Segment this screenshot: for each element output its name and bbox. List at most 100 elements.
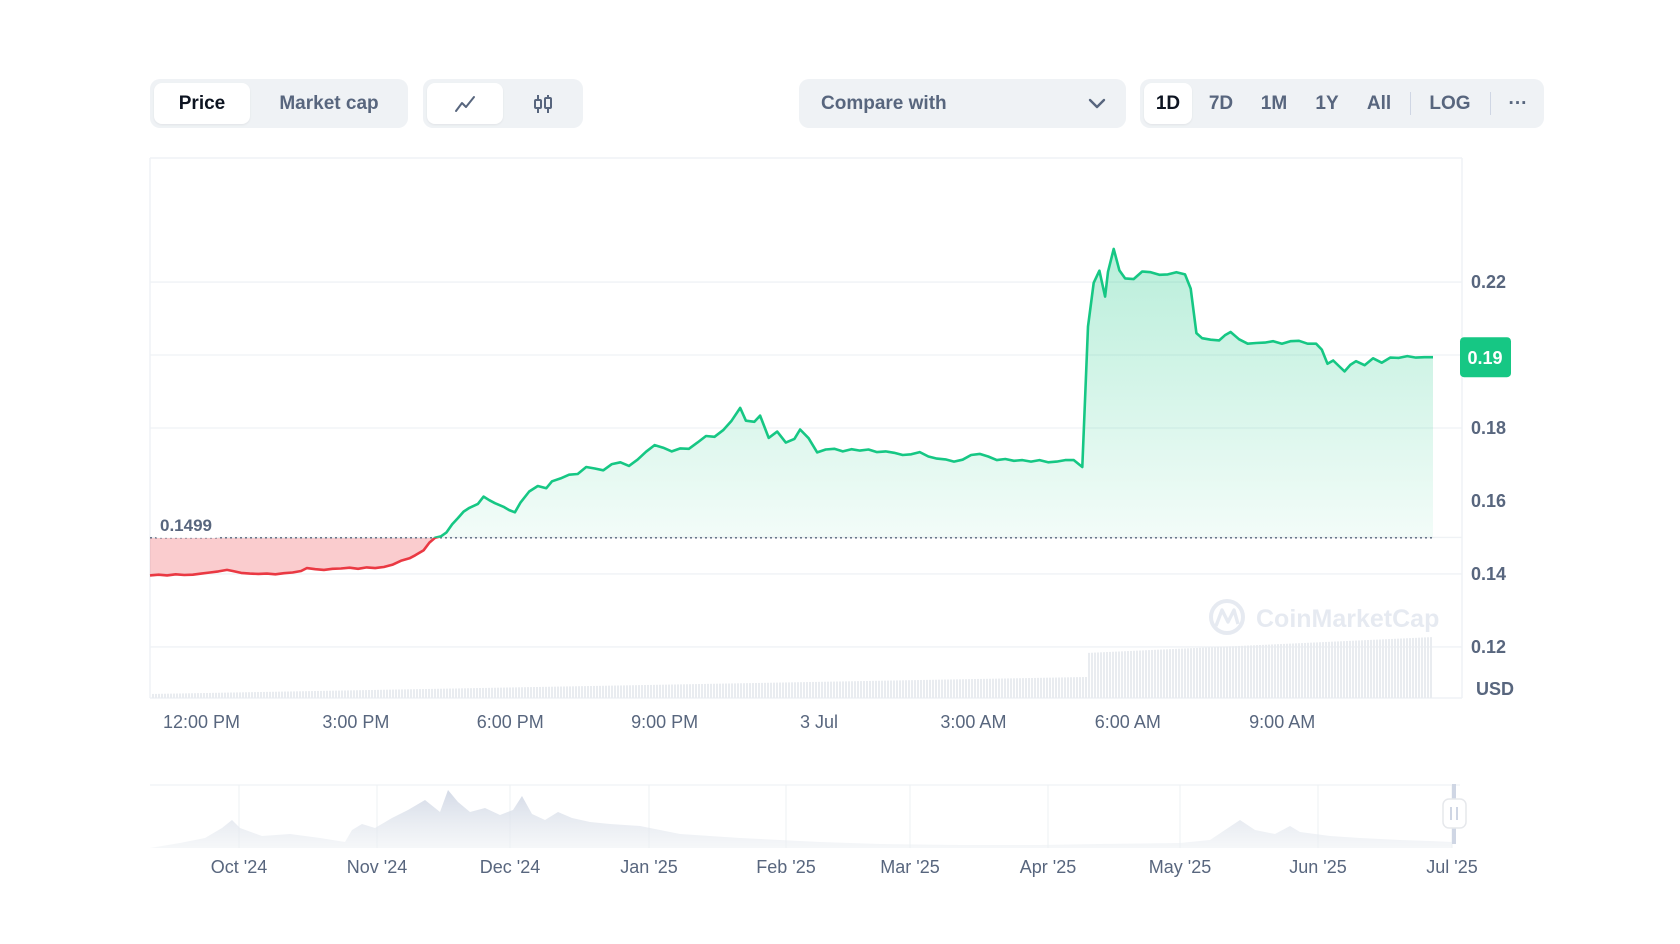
volume-bar — [959, 679, 961, 698]
volume-bar — [947, 679, 949, 698]
volume-bar — [752, 683, 754, 698]
volume-bar — [389, 689, 391, 698]
volume-bar — [1088, 652, 1090, 698]
volume-bar — [1166, 649, 1168, 698]
volume-bar — [1127, 651, 1129, 698]
volume-bar — [1238, 645, 1240, 698]
volume-bar — [431, 688, 433, 698]
coinmarketcap-watermark: CoinMarketCap — [1209, 599, 1439, 635]
volume-bar — [830, 681, 832, 698]
volume-bar — [296, 691, 298, 698]
volume-bar — [785, 682, 787, 698]
overview-x-label: Oct '24 — [211, 857, 267, 877]
volume-bar — [1376, 639, 1378, 698]
compare-with-dropdown[interactable]: Compare with — [799, 79, 1126, 128]
candlestick-chart-button[interactable] — [507, 83, 579, 124]
volume-bar — [476, 688, 478, 698]
volume-bar — [1118, 651, 1120, 698]
volume-bar — [1040, 677, 1042, 698]
overview-x-label: Feb '25 — [756, 857, 815, 877]
volume-bar — [788, 682, 790, 698]
range-1d-button[interactable]: 1D — [1144, 83, 1192, 124]
volume-bar — [158, 693, 160, 698]
volume-bar — [1382, 639, 1384, 698]
overview-x-label: Dec '24 — [480, 857, 540, 877]
volume-bar — [434, 688, 436, 698]
volume-bar — [1079, 677, 1081, 698]
volume-bar — [1124, 651, 1126, 698]
volume-bar — [968, 679, 970, 698]
volume-bar — [1001, 678, 1003, 698]
volume-bar — [1409, 638, 1411, 698]
volume-bar — [848, 681, 850, 698]
x-tick-label: 6:00 AM — [1095, 712, 1161, 732]
volume-bar — [1280, 644, 1282, 698]
volume-bar — [1145, 650, 1147, 698]
range-7d-button[interactable]: 7D — [1208, 92, 1234, 114]
volume-bar — [212, 692, 214, 698]
range-1y-button[interactable]: 1Y — [1315, 92, 1339, 114]
x-tick-label: 12:00 PM — [163, 712, 240, 732]
volume-bar — [242, 692, 244, 698]
volume-bar — [1232, 646, 1234, 698]
log-scale-button[interactable]: LOG — [1429, 92, 1471, 114]
svg-text:0.19: 0.19 — [1467, 348, 1502, 368]
volume-bar — [803, 682, 805, 698]
volume-bar — [425, 689, 427, 698]
market-cap-tab[interactable]: Market cap — [279, 92, 379, 114]
volume-bar — [566, 686, 568, 698]
drag-handle-icon[interactable] — [1442, 798, 1467, 829]
range-1m-button[interactable]: 1M — [1260, 92, 1288, 114]
volume-bar — [1346, 641, 1348, 698]
candlestick-icon — [534, 94, 552, 113]
volume-bar — [383, 689, 385, 698]
toolbar-divider — [1490, 92, 1491, 115]
price-area-down — [150, 537, 436, 576]
volume-bar — [866, 680, 868, 698]
volume-bar — [644, 685, 646, 698]
volume-bar — [1169, 649, 1171, 698]
line-chart-button[interactable] — [427, 83, 503, 124]
volume-bar — [254, 692, 256, 698]
volume-bar — [239, 692, 241, 698]
volume-bar — [1421, 637, 1423, 698]
volume-bar — [1349, 640, 1351, 698]
volume-bar — [515, 687, 517, 698]
volume-bar — [977, 678, 979, 698]
volume-bar — [1325, 641, 1327, 698]
volume-bar — [539, 686, 541, 698]
volume-bar — [494, 687, 496, 698]
baseline-label: 0.1499 — [153, 511, 221, 538]
volume-bar — [860, 681, 862, 698]
volume-bar — [344, 690, 346, 698]
range-all-button[interactable]: All — [1366, 92, 1392, 114]
volume-bar — [842, 681, 844, 698]
overview-navigator[interactable]: Oct '24 Nov '24 Dec '24 Jan '25 Feb '25 Mar '… — [150, 784, 1478, 877]
volume-bar — [1196, 647, 1198, 698]
volume-bar — [617, 685, 619, 698]
volume-bar — [1292, 643, 1294, 698]
volume-bar — [1217, 646, 1219, 698]
volume-bar — [1109, 651, 1111, 698]
volume-bar — [656, 684, 658, 698]
volume-bar — [221, 692, 223, 698]
price-tab[interactable]: Price — [154, 83, 250, 124]
volume-bar — [1286, 643, 1288, 698]
volume-bar — [800, 682, 802, 698]
volume-bar — [587, 686, 589, 698]
volume-bar — [1415, 637, 1417, 698]
volume-bar — [599, 685, 601, 698]
volume-bar — [818, 681, 820, 698]
volume-bar — [911, 680, 913, 698]
volume-bar — [1256, 645, 1258, 698]
overview-x-label: Apr '25 — [1020, 857, 1076, 877]
volume-bar — [1028, 678, 1030, 698]
volume-bar — [608, 685, 610, 698]
y-tick-label: 0.22 — [1471, 272, 1506, 292]
volume-bar — [1037, 677, 1039, 698]
volume-bar — [908, 680, 910, 698]
volume-bar — [1130, 650, 1132, 698]
more-options-button[interactable]: ··· — [1508, 92, 1528, 114]
volume-bar — [620, 685, 622, 698]
